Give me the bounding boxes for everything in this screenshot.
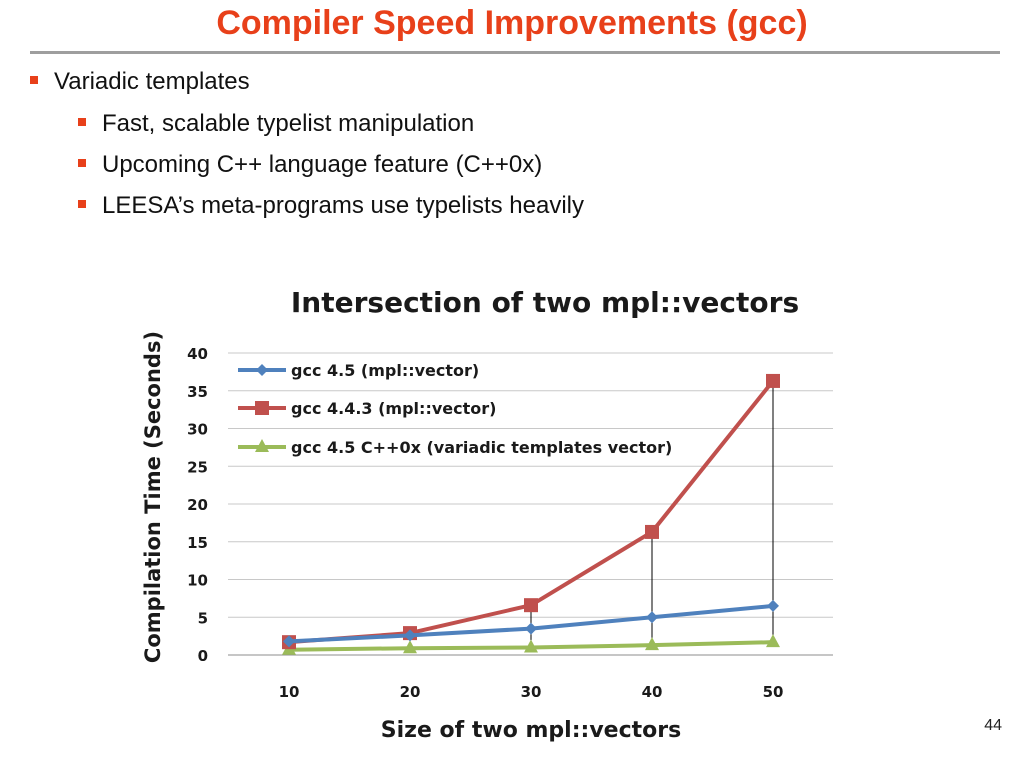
- bullet-square-icon: [78, 117, 86, 126]
- series-line-group: [282, 634, 780, 655]
- slide-title: Compiler Speed Improvements (gcc): [216, 4, 808, 42]
- x-tick-label: 30: [521, 683, 542, 701]
- data-point: [403, 640, 417, 654]
- data-point: [524, 598, 538, 613]
- legend-label: gcc 4.5 C++0x (variadic templates vector…: [291, 438, 672, 457]
- y-tick-label: 5: [198, 609, 208, 627]
- bullet-square-icon: [78, 158, 86, 167]
- y-axis-label: Compilation Time (Seconds): [141, 331, 165, 663]
- bullet-item: Variadic templates: [30, 68, 250, 96]
- x-tick-label: 10: [279, 683, 300, 701]
- legend-label: gcc 4.4.3 (mpl::vector): [291, 399, 496, 418]
- data-point: [766, 373, 780, 388]
- data-point: [283, 635, 295, 648]
- x-tick-label: 40: [642, 683, 663, 701]
- data-point: [404, 629, 416, 642]
- legend-marker: [256, 364, 268, 376]
- sub-bullet-item: Fast, scalable typelist manipulation: [78, 110, 474, 138]
- x-tick-labels: 10 20 30 40 50: [279, 683, 784, 701]
- y-tick-label: 10: [187, 572, 208, 590]
- bullet-text: Fast, scalable typelist manipulation: [102, 110, 475, 137]
- y-tick-label: 0: [198, 647, 208, 665]
- page-number: 44: [984, 717, 1002, 734]
- y-tick-label: 35: [187, 383, 208, 401]
- x-tick-label: 20: [400, 683, 421, 701]
- title-divider: [30, 51, 1000, 54]
- y-tick-label: 15: [187, 534, 208, 552]
- bullet-text: Variadic templates: [54, 68, 250, 95]
- bullet-square-icon: [78, 199, 86, 208]
- legend-label: gcc 4.5 (mpl::vector): [291, 361, 479, 380]
- x-axis-label: Size of two mpl::vectors: [381, 718, 681, 743]
- data-point: [645, 524, 659, 539]
- legend: gcc 4.5 (mpl::vector)gcc 4.4.3 (mpl::vec…: [238, 361, 672, 457]
- y-tick-label: 40: [187, 345, 208, 363]
- data-point: [524, 639, 538, 653]
- sub-bullet-item: Upcoming C++ language feature (C++0x): [78, 151, 542, 179]
- sub-bullet-item: LEESA’s meta-programs use typelists heav…: [78, 192, 584, 220]
- y-tick-labels: 0 5 10 15 20 25 30 35 40: [187, 345, 208, 665]
- series-line-group: [283, 599, 779, 648]
- series-group: [282, 373, 780, 655]
- y-tick-label: 20: [187, 496, 208, 514]
- y-tick-label: 25: [187, 458, 208, 476]
- x-tick-label: 50: [763, 683, 784, 701]
- legend-marker: [255, 401, 269, 415]
- bullet-text: Upcoming C++ language feature (C++0x): [102, 151, 543, 178]
- data-point: [767, 599, 779, 612]
- legend-marker: [255, 439, 269, 452]
- bullet-square-icon: [30, 75, 38, 84]
- y-tick-label: 30: [187, 421, 208, 439]
- chart-title: Intersection of two mpl::vectors: [291, 286, 799, 319]
- data-point: [645, 637, 659, 651]
- data-point: [766, 634, 780, 648]
- data-point: [646, 611, 658, 624]
- data-point: [525, 622, 537, 635]
- bullet-text: LEESA’s meta-programs use typelists heav…: [102, 192, 584, 219]
